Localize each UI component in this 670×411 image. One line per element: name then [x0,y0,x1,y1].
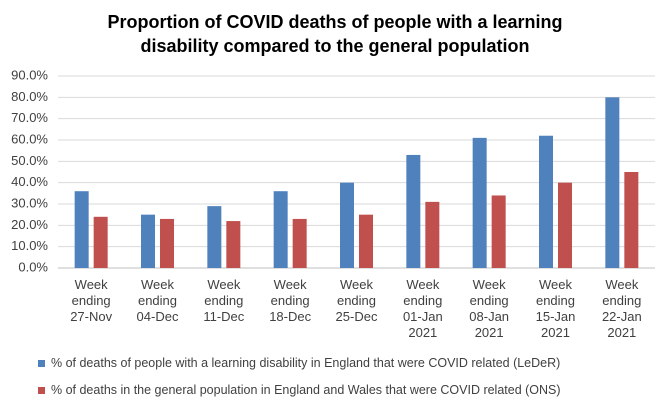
bar [340,182,354,268]
y-tick-label: 50.0% [11,153,48,168]
y-tick-label: 0.0% [18,259,48,274]
x-tick-label: Week ending 04-Dec [136,277,179,324]
x-tick-label: Week ending 08-Jan 2021 [469,277,510,340]
bar [491,195,506,268]
y-tick-label: 60.0% [11,131,48,146]
legend-label: % of deaths of people with a learning di… [51,356,561,370]
legend-swatch [38,387,45,395]
y-tick-label: 80.0% [11,89,48,104]
x-tick-label: Week ending 15-Jan 2021 [535,277,576,340]
chart-title: Proportion of COVID deaths of people wit… [107,12,563,56]
x-tick-label: Week ending 11-Dec [203,277,245,324]
bar [226,221,241,268]
y-tick-label: 90.0% [11,67,48,82]
x-tick-label: Week ending 25-Dec [335,277,378,324]
x-tick-label: Week ending 27-Nov [70,277,113,324]
bar [141,214,155,268]
x-tick-label: Week ending 18-Dec [269,277,312,324]
y-tick-label: 70.0% [11,110,48,125]
bar [292,218,307,268]
x-tick-label: Week ending 01-Jan 2021 [402,277,443,340]
bar [558,182,572,268]
legend-entry: % of deaths of people with a learning di… [38,356,560,370]
y-tick-label: 30.0% [11,195,48,210]
bar [425,201,440,268]
bar [539,135,553,268]
y-tick-label: 20.0% [11,217,48,232]
bar [273,191,288,268]
bar [472,137,487,268]
bar [406,154,421,268]
legend-swatch [38,360,45,368]
bar [359,214,373,268]
y-tick-label: 10.0% [11,238,48,253]
legend-entry: % of deaths in the general population in… [38,383,561,397]
y-tick-label: 40.0% [11,174,48,189]
bar [74,191,89,268]
legend-label: % of deaths in the general population in… [51,383,561,397]
x-tick-label: Week ending 22-Jan 2021 [601,277,642,340]
bar [624,172,639,268]
bar [207,206,222,268]
bar [93,216,108,268]
bar [160,218,174,268]
bar [605,97,620,268]
